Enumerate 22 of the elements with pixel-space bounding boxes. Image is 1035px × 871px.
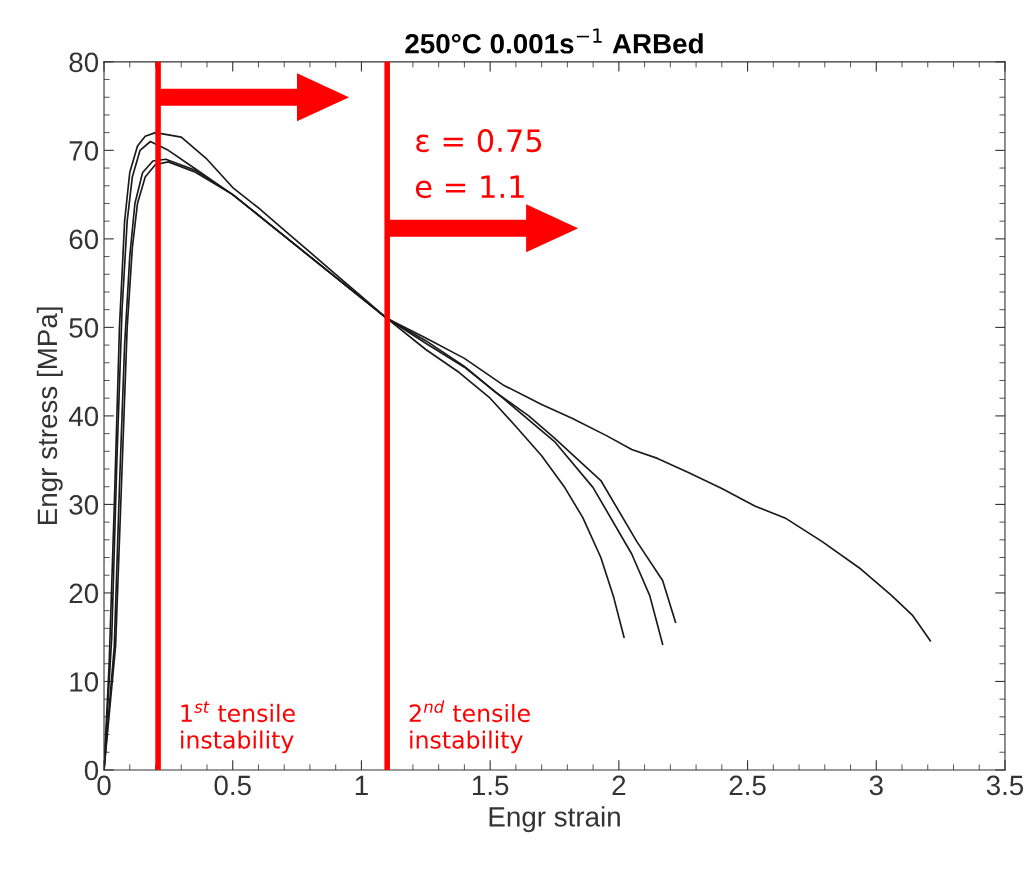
ref-line-label: 2$^{nd}$ tensile instability bbox=[409, 700, 530, 754]
x-tick-label: 2 bbox=[612, 775, 626, 795]
y-tick-label: 20 bbox=[69, 583, 99, 604]
y-tick-label: 70 bbox=[69, 141, 99, 161]
x-tick-label: 3 bbox=[869, 775, 883, 796]
y-tick-label: 60 bbox=[69, 229, 99, 250]
y-axis-title: Engr stress [MPa] bbox=[36, 307, 63, 524]
y-tick-label: 30 bbox=[69, 495, 99, 515]
annotation: ε = 0.75 bbox=[416, 129, 542, 153]
x-tick-label: 1 bbox=[355, 775, 368, 795]
x-tick-label: 3.5 bbox=[986, 775, 1024, 796]
y-tick-label: 0 bbox=[84, 760, 99, 781]
y-tick-label: 10 bbox=[70, 672, 99, 692]
chart-title: 250°C 0.001s$^{−1}$ ARBed bbox=[405, 28, 703, 54]
y-tick-label: 80 bbox=[69, 52, 99, 73]
x-tick-label: 1.5 bbox=[472, 775, 509, 796]
ref-line-label: 1$^{st}$ tensile instability bbox=[181, 701, 295, 754]
x-axis-title: Engr strain bbox=[489, 806, 620, 833]
x-tick-label: 0.5 bbox=[214, 775, 251, 796]
y-tick-label: 40 bbox=[68, 406, 99, 427]
x-tick-label: 2.5 bbox=[729, 775, 766, 796]
y-tick-label: 50 bbox=[69, 318, 99, 338]
